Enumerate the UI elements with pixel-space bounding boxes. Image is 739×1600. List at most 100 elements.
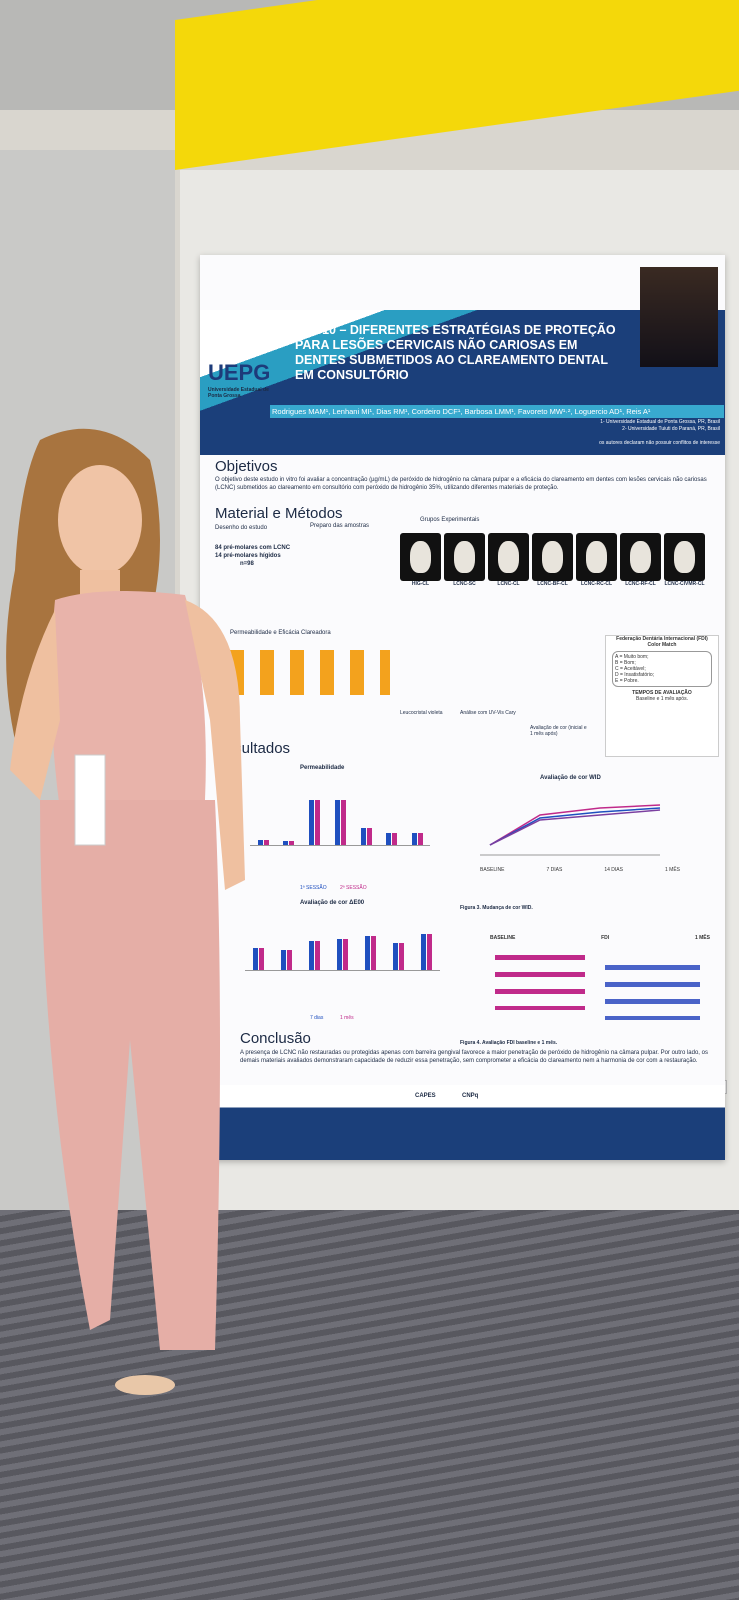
carpet [0,1210,739,1600]
pants [40,800,220,1350]
fdi-times-heading: TEMPOS DE AVALIAÇÃO [632,690,692,696]
bar [253,947,259,970]
tooth-photo [532,533,573,581]
group: LCNC-RC-CL [576,533,617,587]
step: Desenho do estudo [215,525,268,531]
vest [51,591,206,810]
bar [420,934,426,970]
chart-title: Avaliação de cor ΔE00 [300,900,365,906]
sample: 14 pré-molares hígidos [215,553,281,559]
person [6,428,245,1395]
fdi-times: Baseline e 1 mês após. [636,696,688,702]
bar [426,934,432,970]
bar [342,938,348,970]
section-heading: Material e Métodos [215,505,343,522]
legend-entry: 1ª SESSÃO [300,885,327,891]
header-band [200,310,725,455]
series-line [489,807,661,846]
chart-title: Avaliação de cor WID [540,775,601,781]
bar [309,940,315,970]
bar [287,949,293,970]
fdi-title: Federação Dentária Internacional (FDI) [616,636,708,642]
disclaimer: os autores declaram não possuir conflito… [599,440,720,446]
tooth-photo [620,533,661,581]
time-label: 7 DIAS [546,867,563,873]
chart-panels: BASELINE FDI 1 MÊS [490,935,710,941]
fdi-scale-item: B = Bom; [615,660,636,666]
tooth-photo [488,533,529,581]
caption: Figura 3. Mudança de cor WID. [460,905,533,911]
group-label: LCNC-RC-CL [580,581,613,587]
bar [386,832,392,845]
series-line [489,809,661,846]
sample: 84 pré-molares com LCNC [215,545,291,551]
step: Permeabilidade e Eficácia Clareadora [230,630,331,636]
arm [10,610,60,800]
group-label: HIG-CL [411,581,430,587]
light-panel [175,0,739,170]
line-chart [480,804,661,856]
university: Universidade Estadual de Ponta Grossa [208,387,269,399]
stacked-bars [495,955,585,1010]
groups: HIG-CL LCNC-SC LCNC-CL LCNC-BF-CL LCNC-RC-CL… [400,533,720,590]
bar [412,832,417,845]
time-label: BASELINE [480,867,505,873]
bar [398,943,404,970]
vials [230,650,390,695]
tooth-photo [444,533,485,581]
fdi-scale-item: E = Pobre. [615,678,639,684]
conclusion-text: A presença de LCNC não restauradas ou pr… [240,1050,708,1064]
group-label: LCNC-RF-CL [625,581,656,587]
sponsor: CAPES [415,1093,436,1099]
bar [283,841,289,845]
footer [200,1085,725,1160]
bar [370,936,376,970]
group-label: LCNC-CL [497,581,520,587]
authors: Rodrigues MAM¹, Lenhani MI¹, Dias RM¹, C… [270,405,724,418]
chart-title: Permeabilidade [300,765,345,771]
group: LCNC-BF-CL [532,533,573,587]
legend-entry: 7 dias [310,1015,324,1021]
bar [289,841,295,845]
tooth-photo [664,533,705,581]
group: HIG-CL [400,533,441,587]
group: LCNC-CL [488,533,529,587]
bar [259,947,265,970]
tooth-photo [400,533,441,581]
group: LCNC-CIVMR-CL [664,533,705,587]
time-label: 1 MÊS [664,867,680,873]
tooth-photo [576,533,617,581]
face [58,465,142,575]
analysis: Leucocristal violeta [400,710,443,716]
time-label: 14 DIAS [604,867,623,873]
analysis: Análise com UV-Vis Cary [460,710,516,716]
bar [340,800,346,845]
series-line [489,804,661,846]
fdi-scale-item: A = Muito bom; [615,654,649,660]
logo: UEPG [208,360,271,385]
bar [418,832,423,845]
step: Preparo das amostras [310,523,370,529]
group-label: LCNC-BF-CL [537,581,568,587]
legend-entry: 1 mês [340,1015,354,1021]
bar [263,840,269,845]
fdi-scale-item: D = Insatisfatório; [615,672,655,678]
group: LCNC-RF-CL [620,533,661,587]
fdi-subtitle: Color Match [647,642,677,648]
bar [392,943,398,970]
section-heading: Objetivos [215,458,278,475]
group: LCNC-SC [444,533,485,587]
bar [336,938,342,970]
panel-label: BASELINE [490,935,516,941]
bar [366,827,372,845]
fdi-scale-item: C = Aceitável; [615,666,646,672]
caption: Figura 4. Avaliação FDI baseline e 1 mês… [460,1040,558,1046]
author-photo [640,267,718,367]
panel-label: FDI [601,935,610,941]
shoe [115,1375,175,1395]
panel-label: 1 MÊS [694,935,710,941]
section-heading: Conclusão [240,1030,311,1047]
sponsor: CNPq [462,1093,479,1099]
affiliation: 2- Universidade Tuiuti do Paraná, PR, Br… [622,426,720,432]
